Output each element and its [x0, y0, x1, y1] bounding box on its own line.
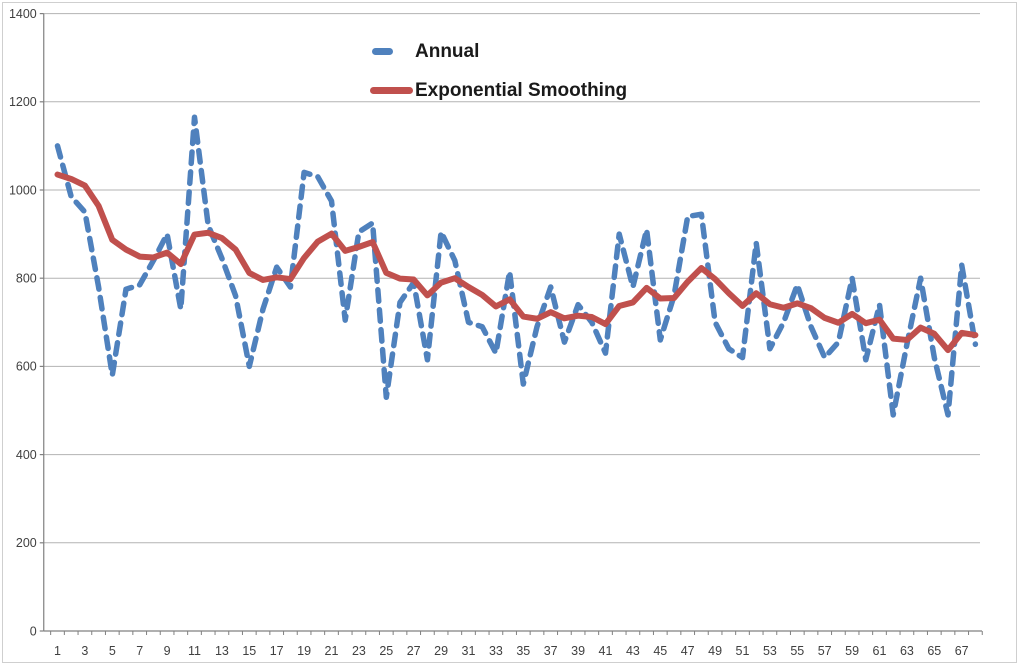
annual-legend-dash-icon [372, 47, 393, 55]
y-tick-label: 0 [30, 624, 37, 638]
x-tick-label: 23 [352, 644, 366, 658]
x-tick-label: 57 [818, 644, 832, 658]
x-tick-label: 19 [297, 644, 311, 658]
x-tick-label: 45 [653, 644, 667, 658]
smoothing-legend-line-icon [370, 86, 413, 94]
smoothing-series-line [54, 171, 979, 354]
x-tick-label: 39 [571, 644, 585, 658]
x-tick-label: 59 [845, 644, 859, 658]
legend-item-smoothing: Exponential Smoothing [370, 77, 627, 103]
x-tick-label: 13 [215, 644, 229, 658]
x-tick-label: 9 [164, 644, 171, 658]
legend-item-annual: Annual [370, 38, 627, 64]
x-tick-label: 33 [489, 644, 503, 658]
y-tick-label: 1000 [9, 183, 37, 197]
x-tick-label: 41 [599, 644, 613, 658]
y-tick-label: 1200 [9, 95, 37, 109]
x-tick-label: 61 [873, 644, 887, 658]
y-tick-label: 600 [16, 360, 37, 374]
x-tick-label: 21 [325, 644, 339, 658]
x-tick-label: 31 [462, 644, 476, 658]
y-tick-label: 200 [16, 536, 37, 550]
x-tick-label: 49 [708, 644, 722, 658]
x-tick-label: 3 [81, 644, 88, 658]
x-tick-label: 11 [188, 644, 201, 658]
annual-legend-label: Annual [415, 40, 480, 62]
x-tick-label: 15 [242, 644, 256, 658]
x-tick-label: 25 [379, 644, 393, 658]
x-tick-label: 55 [790, 644, 804, 658]
smoothing-legend-label: Exponential Smoothing [415, 79, 628, 101]
smoothing-legend-marker-box [370, 86, 415, 94]
x-tick-label: 1 [54, 644, 61, 658]
x-tick-label: 43 [626, 644, 640, 658]
x-tick-label: 5 [109, 644, 116, 658]
x-tick-label: 7 [136, 644, 143, 658]
x-tick-label: 67 [955, 644, 969, 658]
y-tick-label: 400 [16, 448, 37, 462]
x-tick-label: 63 [900, 644, 914, 658]
annual-series-line [54, 114, 979, 418]
annual-legend-marker-box [370, 47, 415, 55]
legend: Annual Exponential Smoothing [370, 38, 627, 103]
x-tick-label: 53 [763, 644, 777, 658]
x-tick-label: 17 [270, 644, 284, 658]
x-tick-label: 37 [544, 644, 558, 658]
x-tick-label: 35 [516, 644, 530, 658]
x-tick-label: 47 [681, 644, 695, 658]
x-tick-label: 65 [927, 644, 941, 658]
x-tick-label: 27 [407, 644, 421, 658]
x-tick-label: 29 [434, 644, 448, 658]
y-tick-label: 1400 [9, 7, 37, 21]
y-tick-label: 800 [16, 272, 37, 286]
x-tick-label: 51 [736, 644, 750, 658]
